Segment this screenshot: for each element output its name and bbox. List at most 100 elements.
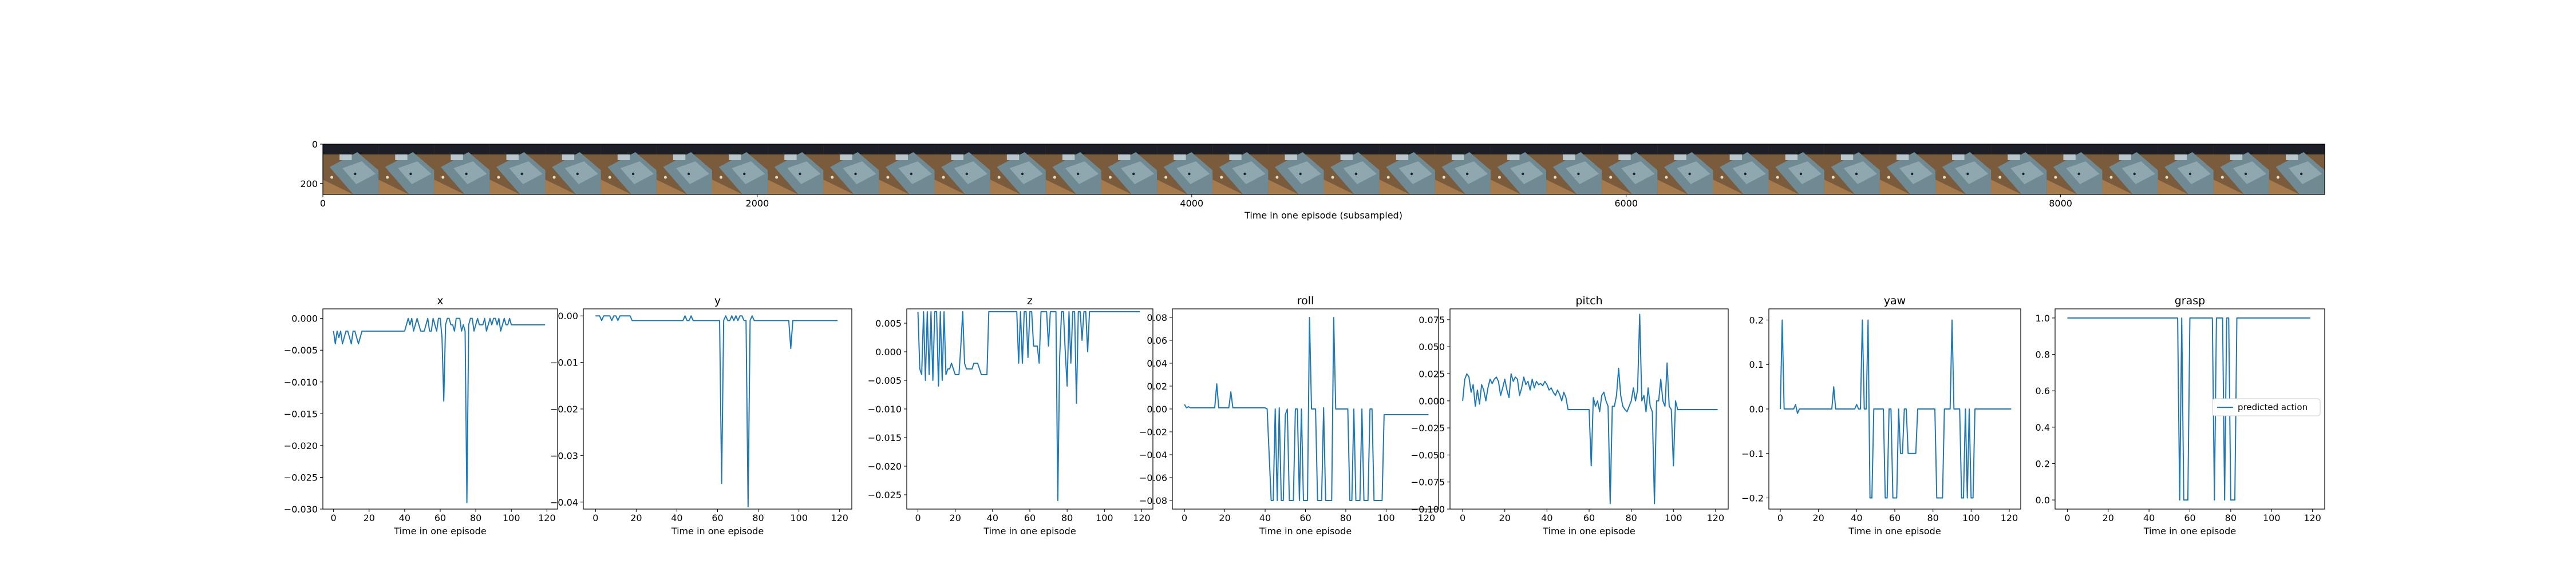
xtick-label: 60 [1299,513,1311,523]
xtick-label: 80 [1927,513,1938,523]
xtick-label: 80 [470,513,481,523]
xtick-label: 60 [1024,513,1036,523]
ytick-label: 0.000 [291,313,318,324]
series-line [595,315,838,507]
series-line [1462,313,1718,505]
xtick-label: 120 [538,513,556,523]
episode-frame [2213,144,2270,194]
xtick-label: 0 [1460,513,1465,523]
ytick-label: −0.02 [1139,427,1167,438]
plot-xlabel: Time in one episode [1848,526,1941,537]
ytick-label: 0.0 [2036,495,2050,506]
frame-strip-border [322,144,2325,195]
plot-title: grasp [2175,295,2205,307]
ytick-label: −0.04 [1139,450,1167,460]
xtick-label: 40 [399,513,410,523]
ytick-label: −0.075 [1411,477,1445,488]
episode-frame [2046,144,2103,194]
ytick-label: 0.6 [2036,386,2050,396]
plot-frame [1172,308,1439,510]
series-line [1780,319,2012,499]
series-line [333,317,546,503]
ytick-label: −0.08 [1139,495,1167,506]
episode-frame [823,144,879,194]
ytick-label: −0.025 [284,472,318,483]
xtick-label: 120 [1707,513,1725,523]
ytick-label: −0.020 [868,461,902,472]
ytick-label: 0.8 [2036,349,2050,360]
ytick-label: −0.005 [284,345,318,356]
xtick-label: 0 [592,513,598,523]
ytick-label: −0.015 [284,408,318,419]
episode-frame [990,144,1046,194]
strip-xtick-label: 6000 [1614,198,1638,209]
xtick-label: 60 [434,513,446,523]
xtick-label: 80 [752,513,764,523]
plot-y: 0 20 40 60 80 100 120 0.00 −0.01 −0.02 −0.03 −0.04 y… [550,295,852,537]
legend-box [2212,398,2321,416]
episode-frame [2269,144,2325,194]
xtick-label: 100 [1377,513,1395,523]
ytick-label: 0.02 [1147,381,1167,392]
strip-xtick-label: 0 [320,198,326,209]
strip-xtick-label: 4000 [1180,198,1203,209]
xtick-label: 40 [671,513,682,523]
ytick-label: 0.2 [1749,315,1764,325]
episode-frame [1490,144,1547,194]
plot-xlabel: Time in one episode [671,526,764,537]
xtick-label: 20 [1219,513,1230,523]
xtick-label: 60 [1889,513,1901,523]
xtick-label: 60 [712,513,723,523]
ytick-label: −0.010 [284,377,318,388]
episode-frame [489,144,546,194]
xtick-label: 80 [1625,513,1637,523]
ytick-label: 0.075 [1419,315,1445,325]
ytick-label: 0.4 [2036,422,2050,433]
xtick-label: 40 [2143,513,2155,523]
ytick-label: 0.2 [2036,458,2050,469]
frame-strip-xlabel: Time in one episode (subsampled) [1244,210,1402,221]
xtick-label: 40 [1259,513,1271,523]
ytick-label: −0.1 [1741,448,1764,459]
xtick-label: 100 [1962,513,1980,523]
plot-title: y [714,295,721,307]
ytick-label: −0.100 [1411,504,1445,515]
episode-frame [600,144,657,194]
episode-frame [1935,144,1992,194]
episode-frame [2158,144,2214,194]
ytick-label: 0.0 [1749,404,1764,415]
strip-ytick-label: 200 [300,178,318,189]
plot-title: roll [1297,295,1314,307]
xtick-label: 20 [1812,513,1824,523]
ytick-label: −0.010 [868,404,902,415]
strip-xtick-label: 8000 [2049,198,2072,209]
xtick-label: 100 [503,513,520,523]
xtick-label: 40 [1541,513,1552,523]
ytick-label: −0.030 [284,504,318,515]
xtick-label: 0 [331,513,337,523]
xtick-label: 80 [1340,513,1352,523]
plot-xlabel: Time in one episode [393,526,486,537]
episode-frame [323,144,379,194]
xtick-label: 0 [1182,513,1187,523]
xtick-label: 20 [364,513,375,523]
episode-frame [1991,144,2047,194]
xtick-label: 100 [790,513,808,523]
episode-frame [378,144,434,194]
plot-frame [322,308,558,510]
ytick-label: 0.050 [1419,341,1445,352]
ytick-label: −0.025 [868,490,902,500]
episode-frame [879,144,935,194]
plot-roll: 0 20 40 60 80 100 120 0.08 0.06 0.04 0.02 0.00 −0.02… [1139,295,1439,537]
xtick-label: 120 [1133,513,1151,523]
xtick-label: 80 [2225,513,2237,523]
xtick-label: 0 [915,513,920,523]
plot-title: pitch [1575,295,1602,307]
episode-frame [1045,144,1102,194]
ytick-label: 0.08 [1147,312,1167,323]
ytick-label: −0.020 [284,440,318,451]
episode-frame [1602,144,1658,194]
plot-title: yaw [1884,295,1906,307]
